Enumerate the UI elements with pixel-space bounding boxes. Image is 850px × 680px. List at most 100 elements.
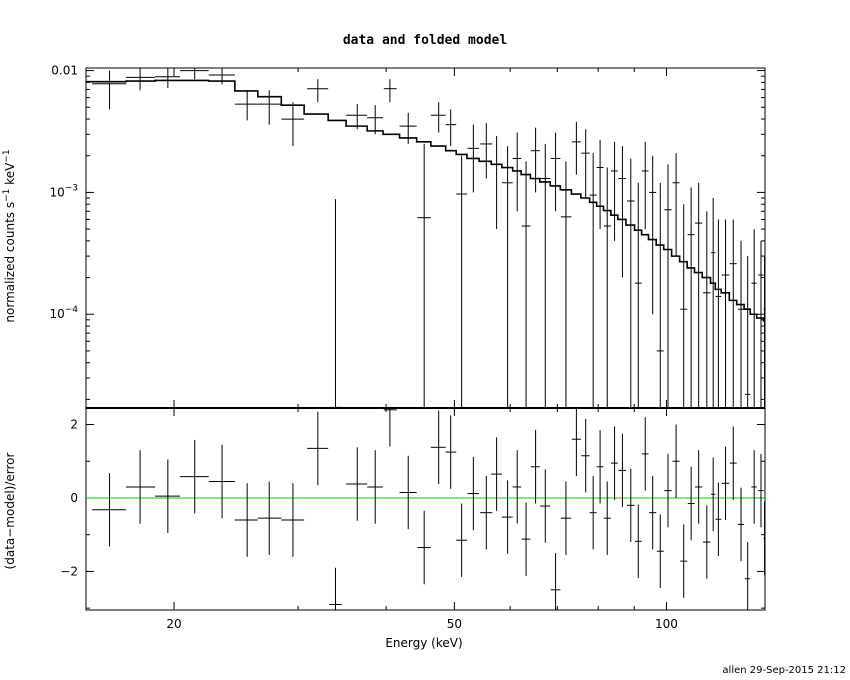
data-point (737, 240, 745, 408)
data-point (664, 164, 672, 408)
bottom-y-axis-label: (data−model)/error (3, 452, 17, 569)
data-point (512, 132, 522, 212)
residual-point (680, 524, 688, 598)
y-tick-label: 10−4 (49, 305, 78, 321)
bottom-frame (85, 407, 766, 611)
residual-point (399, 455, 417, 530)
y-tick-label: 0.01 (51, 64, 78, 78)
data-point (491, 136, 502, 230)
residual-point (521, 502, 531, 576)
y-tick-base: 10 (49, 185, 64, 199)
data-point (715, 219, 722, 408)
residual-point (715, 482, 722, 557)
x-axis-label: Energy (keV) (385, 636, 462, 650)
data-point (656, 182, 664, 408)
top-ylabel-sup2: −1 (2, 149, 12, 162)
residual-point (729, 426, 737, 500)
y-tick-exponent: −4 (65, 305, 79, 315)
data-point (687, 187, 695, 408)
y-tick-label: 2 (70, 418, 78, 432)
residual-point (180, 439, 209, 514)
data-point (610, 141, 618, 241)
residual-point (571, 408, 581, 476)
data-point (744, 256, 751, 408)
residual-point (501, 480, 513, 554)
data-point (649, 155, 657, 315)
residual-point (649, 475, 657, 550)
residual-point (417, 510, 431, 585)
data-point (281, 102, 305, 147)
chart-title: data and folded model (343, 33, 507, 48)
residual-point (744, 542, 751, 610)
data-point (581, 129, 590, 198)
residual-point (634, 504, 642, 579)
top-ylabel-mid: keV (3, 162, 17, 189)
residual-point (329, 567, 342, 610)
residual-point (456, 503, 467, 577)
y-tick-label: −2 (60, 564, 78, 578)
residual-point (596, 430, 604, 504)
footer-stamp: allen 29-Sep-2015 21:12 (722, 665, 846, 676)
residual-point (281, 483, 305, 557)
data-point (399, 112, 417, 144)
y-tick-label: 10−3 (49, 183, 78, 199)
data-point (560, 161, 572, 408)
data-point (680, 204, 688, 408)
data-point (703, 211, 711, 408)
data-point (618, 146, 626, 278)
residual-point (92, 473, 127, 547)
data-point (763, 256, 766, 408)
data-point (430, 102, 446, 133)
data-point (92, 70, 127, 110)
top-frame (85, 67, 766, 409)
residual-point (695, 450, 703, 524)
x-tick-label: 20 (166, 617, 181, 631)
residual-point (512, 450, 522, 524)
residual-point (589, 475, 597, 550)
residual-point (445, 415, 457, 489)
residual-point (626, 468, 635, 543)
data-point (711, 197, 716, 408)
residual-point (641, 417, 649, 491)
data-point (467, 124, 480, 193)
x-tick-label: 50 (447, 617, 462, 631)
data-point (571, 121, 581, 175)
y-tick-base: 10 (49, 307, 64, 321)
residual-point (540, 469, 551, 543)
data-point (530, 127, 540, 193)
residual-point (656, 514, 664, 588)
residual-point (672, 424, 680, 498)
y-tick-exponent: −3 (65, 183, 78, 193)
data-point (751, 229, 757, 408)
residual-point (618, 433, 626, 508)
data-point (180, 68, 209, 80)
residual-point (610, 426, 618, 500)
data-point (383, 79, 397, 103)
residual-point (307, 411, 329, 486)
residual-point (467, 456, 480, 531)
data-point (329, 199, 342, 408)
residual-point (603, 481, 611, 555)
residual-point (560, 481, 572, 555)
data-point (501, 146, 513, 408)
data-point (257, 90, 282, 125)
residual-point (367, 450, 384, 524)
data-point (589, 153, 597, 408)
residual-point (737, 487, 745, 562)
data-point (695, 182, 703, 408)
data-point (307, 79, 329, 103)
residual-point (208, 444, 235, 519)
y-tick-label: 0 (70, 491, 78, 505)
x-tick-label: 100 (655, 617, 678, 631)
data-point (634, 182, 642, 408)
residual-point (530, 430, 540, 504)
data-point (367, 105, 384, 135)
residual-point (581, 419, 590, 493)
model-histogram (86, 79, 765, 322)
data-point (603, 167, 611, 408)
data-point (729, 219, 737, 408)
data-point (155, 68, 181, 88)
